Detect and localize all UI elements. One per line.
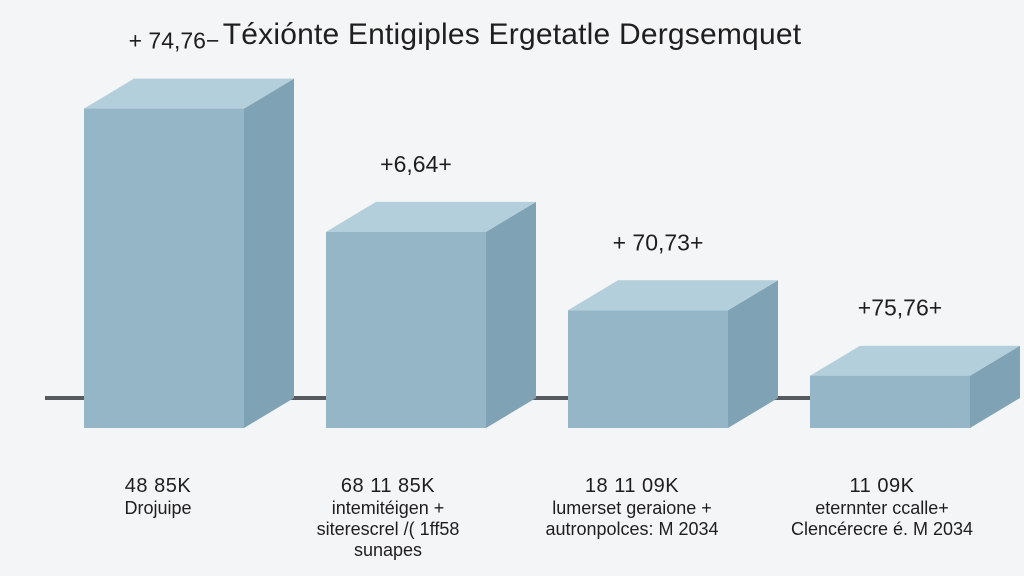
category-value: 68 11 85K: [340, 475, 436, 497]
chart-title: Téxiónte Entigiples Ergetatle Dergsemque…: [222, 18, 802, 51]
data-label: + 70,73+: [613, 229, 704, 255]
bar-top-face: [568, 280, 778, 311]
bar-top-face: [810, 345, 1020, 376]
bar-side-face: [970, 345, 1020, 428]
bar: [326, 201, 536, 428]
data-label: +6,64+: [380, 151, 452, 177]
bar-top-face: [326, 201, 536, 232]
data-label: + 74,76−: [129, 28, 220, 54]
category-value: 18 11 09K: [584, 475, 680, 497]
category-label-line: sunapes: [353, 540, 423, 560]
bar-front-face: [568, 310, 728, 428]
bar-front-face: [810, 375, 970, 428]
bar-front-face: [326, 231, 486, 428]
category-value: 48 85K: [124, 475, 192, 497]
bar-top-face: [84, 78, 294, 109]
bar-front-face: [84, 108, 244, 428]
category-label-line: intemitéigen +: [331, 498, 445, 518]
category-label-line: eternnter ccalle+: [815, 498, 949, 518]
bar-side-face: [244, 78, 294, 428]
category-label: 48 85K Drojuipe: [38, 474, 278, 519]
category-label-line: Drojuipe: [124, 498, 192, 518]
category-value: 11 09K: [849, 475, 915, 497]
category-label: 68 11 85K intemitéigen + siterescrel /( 1f…: [268, 474, 508, 561]
data-labels-layer: + 74,76− +6,64+ + 70,73+ +75,76+: [129, 28, 943, 321]
bar: [810, 345, 1020, 428]
bar-side-face: [486, 201, 536, 428]
bars-layer: [84, 78, 1020, 428]
category-label: 18 11 09K lumerset geraione + autronpolces…: [512, 474, 752, 540]
bar: [568, 280, 778, 428]
bar: [84, 78, 294, 428]
category-label-line: lumerset geraione +: [552, 498, 712, 518]
bar-side-face: [728, 280, 778, 428]
category-label-line: siterescrel /( 1ff58: [316, 519, 460, 539]
category-label-line: Clencérecre é. M 2034: [790, 519, 974, 539]
category-label: 11 09K eternnter ccalle+ Clencérecre é. M …: [762, 474, 1002, 540]
category-label-line: autronpolces: M 2034: [545, 519, 719, 539]
data-label: +75,76+: [858, 295, 942, 321]
